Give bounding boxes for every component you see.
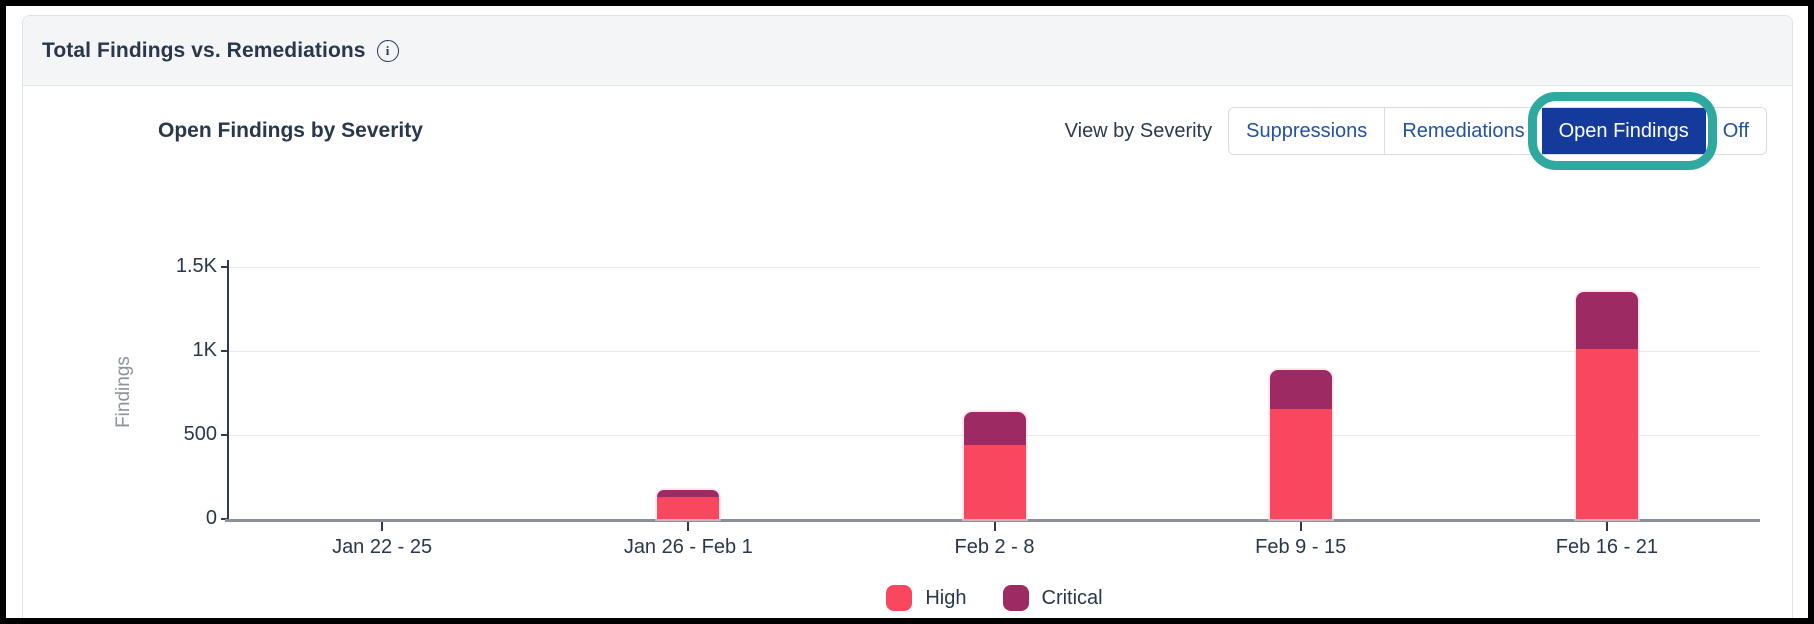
x-tick-row <box>229 522 1760 531</box>
findings-card: Total Findings vs. Remediations Open Fin… <box>22 15 1793 618</box>
toggle-option-remediations[interactable]: Remediations <box>1384 108 1542 154</box>
x-axis-line <box>225 519 1760 522</box>
annotation-highlight-ring <box>1527 92 1717 170</box>
x-tick-mark <box>381 522 384 531</box>
legend-swatch-high <box>886 585 913 611</box>
y-axis-tick-mark <box>221 518 228 520</box>
gridline <box>229 267 1760 268</box>
legend-label: High <box>925 586 967 609</box>
bar-slot <box>535 267 841 519</box>
x-tick-mark <box>687 522 690 531</box>
bar-segment-high[interactable] <box>1575 349 1638 519</box>
bar-segment-high[interactable] <box>657 497 720 519</box>
bar-feb-16---21[interactable] <box>1575 292 1638 519</box>
bar-feb-2---8[interactable] <box>963 412 1026 519</box>
bar-feb-9---15[interactable] <box>1269 369 1332 519</box>
x-tick-mark <box>993 522 996 531</box>
legend-item-high[interactable]: High <box>886 585 967 611</box>
x-tick-mark <box>1605 522 1608 531</box>
x-tick-cell <box>1148 522 1454 531</box>
bar-slot <box>229 267 535 519</box>
bar-segment-high[interactable] <box>1269 408 1332 519</box>
y-axis-line <box>227 260 229 521</box>
view-by-severity-label: View by Severity <box>1064 119 1213 142</box>
toggle-option-suppressions[interactable]: Suppressions <box>1229 108 1385 154</box>
x-tick-cell <box>1454 522 1760 531</box>
info-circle-icon[interactable] <box>376 39 399 62</box>
y-tick-label: 1K <box>192 339 217 361</box>
x-axis-label: Feb 2 - 8 <box>954 536 1035 558</box>
bar-segment-critical[interactable] <box>1269 369 1332 409</box>
x-axis-label: Feb 9 - 15 <box>1255 536 1347 558</box>
toggle-option-open-findings[interactable]: Open Findings <box>1527 92 1717 170</box>
bar-segment-critical[interactable] <box>963 412 1026 446</box>
x-tick-cell <box>535 522 841 531</box>
bar-slot <box>1148 267 1454 519</box>
bars-area <box>229 267 1760 519</box>
x-tick-cell <box>841 522 1147 531</box>
severity-toggle-group: Suppressions Remediations Open Findings Off <box>1228 92 1767 170</box>
y-axis-tick-mark <box>221 266 228 268</box>
x-axis-label: Jan 26 - Feb 1 <box>623 536 753 558</box>
y-tick-label: 500 <box>183 423 217 445</box>
card-header: Total Findings vs. Remediations <box>23 16 1792 86</box>
chart-legend: High Critical <box>229 585 1760 611</box>
view-controls: View by Severity Suppressions Remediation… <box>1064 92 1767 170</box>
bar-segment-critical[interactable] <box>1575 292 1638 350</box>
bar-segment-critical[interactable] <box>657 489 720 498</box>
bar-slot <box>1454 267 1760 519</box>
toggle-option-off[interactable]: Off <box>1705 108 1766 154</box>
bar-jan-26---feb-1[interactable] <box>657 489 720 519</box>
page-background: Total Findings vs. Remediations Open Fin… <box>6 6 1808 618</box>
legend-swatch-critical <box>1002 585 1029 611</box>
x-axis-label: Jan 22 - 25 <box>332 536 433 558</box>
card-title: Total Findings vs. Remediations <box>42 38 366 62</box>
legend-label: Critical <box>1041 586 1103 609</box>
x-label-row: Jan 22 - 25 Jan 26 - Feb 1 Feb 2 - 8 Feb 9 … <box>229 536 1760 559</box>
legend-item-critical[interactable]: Critical <box>1002 585 1103 611</box>
y-axis-title: Findings <box>113 356 134 428</box>
open-findings-chart: Findings 1.5K 1K 500 0 Jan 22 - 25 Jan 26 - F… <box>23 166 1792 618</box>
y-axis-tick-mark <box>221 434 228 436</box>
x-axis-label: Feb 16 - 21 <box>1555 536 1659 558</box>
y-axis-tick-mark <box>221 350 228 352</box>
y-tick-label: 1.5K <box>175 255 217 277</box>
gridline <box>229 351 1760 352</box>
controls-row: Open Findings by Severity View by Severi… <box>158 92 1767 170</box>
chart-subtitle: Open Findings by Severity <box>158 119 423 142</box>
bar-segment-high[interactable] <box>963 445 1026 519</box>
x-tick-mark <box>1299 522 1302 531</box>
y-tick-label: 0 <box>205 507 217 529</box>
bar-slot <box>841 267 1147 519</box>
x-tick-cell <box>229 522 535 531</box>
